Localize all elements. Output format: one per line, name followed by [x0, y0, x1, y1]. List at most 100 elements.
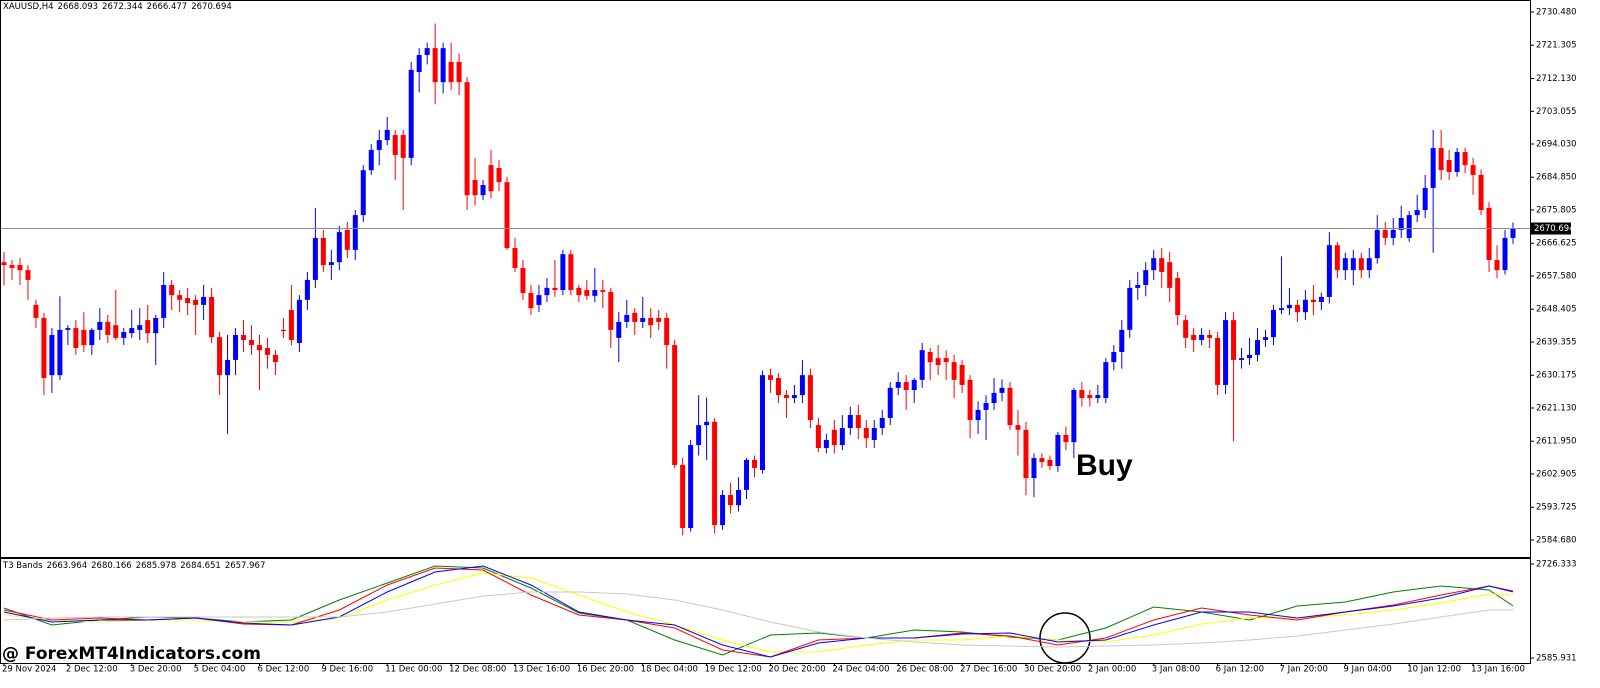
- candle-body: [1167, 262, 1173, 288]
- candle-body: [153, 317, 159, 334]
- candle-body: [1111, 351, 1117, 363]
- candle-body: [41, 317, 47, 379]
- candle-body: [759, 375, 765, 471]
- candle-body: [927, 351, 933, 363]
- header-value: 2670.694: [191, 2, 232, 12]
- y-tick-label: 2675.805: [1536, 206, 1577, 216]
- candle-body: [368, 149, 374, 171]
- candle-body: [1031, 458, 1037, 479]
- candle-body: [1247, 354, 1253, 359]
- candle-body: [272, 354, 278, 363]
- candle-body: [712, 421, 718, 526]
- candle-body: [1478, 174, 1484, 211]
- x-tick-label: 11 Dec 00:00: [385, 665, 442, 675]
- y-tick-label: 2621.130: [1536, 404, 1577, 414]
- candle-body: [520, 267, 526, 293]
- candle-body: [903, 382, 909, 391]
- candle-body: [640, 317, 646, 322]
- header-value: 2668.093: [58, 2, 99, 12]
- candle-body: [49, 334, 55, 376]
- candle-body: [161, 284, 167, 318]
- candle-body: [25, 270, 31, 280]
- candle-body: [1095, 395, 1101, 398]
- x-tick-label: 12 Dec 08:00: [449, 665, 506, 675]
- candle-body: [1286, 304, 1292, 309]
- candle-body: [959, 365, 965, 385]
- candle-body: [352, 215, 358, 250]
- x-tick-label: 3 Jan 08:00: [1152, 665, 1200, 675]
- candle-body: [879, 417, 885, 429]
- candle-body: [1, 262, 7, 266]
- y-tick-label: 2703.055: [1536, 107, 1577, 117]
- header-value: 2684.651: [180, 561, 221, 571]
- candle-body: [137, 325, 143, 330]
- y-tick-label: 2648.405: [1536, 305, 1577, 315]
- indicator-line: [3, 591, 1514, 648]
- candle-body: [65, 328, 71, 330]
- candle-body: [1255, 340, 1261, 355]
- x-tick-label: 26 Dec 08:00: [896, 665, 953, 675]
- candle-body: [704, 421, 710, 426]
- candle-body: [392, 135, 398, 155]
- candle-body: [1390, 229, 1396, 238]
- candle-body: [1103, 362, 1109, 398]
- pane-header: T3 Bands 2663.964 2680.166 2685.978 2684.651…: [2, 561, 265, 571]
- candle-body: [728, 495, 734, 506]
- candle-body: [672, 345, 678, 465]
- candle-body: [935, 358, 941, 366]
- candle-body: [464, 82, 470, 196]
- candle-body: [871, 428, 877, 440]
- candle-body: [1486, 207, 1492, 260]
- candle-body: [448, 61, 454, 83]
- candle-body: [1007, 387, 1013, 426]
- candle-body: [1135, 284, 1141, 288]
- x-tick-label: 13 Dec 16:00: [513, 665, 570, 675]
- candle-body: [264, 347, 270, 355]
- y-tick-label: 2712.130: [1536, 74, 1577, 84]
- candle-body: [1462, 152, 1468, 166]
- candle-body: [1358, 258, 1364, 271]
- candle-body: [1119, 329, 1125, 352]
- candle-body: [233, 334, 239, 360]
- candle-body: [1270, 309, 1276, 338]
- candle-body: [296, 299, 302, 343]
- candle-body: [1350, 258, 1356, 271]
- candle-body: [975, 409, 981, 421]
- candle-body: [1342, 258, 1348, 271]
- candle-body: [1366, 258, 1372, 271]
- x-tick-label: 19 Dec 12:00: [705, 665, 762, 675]
- y-tick-label: 2730.480: [1536, 8, 1577, 18]
- y-tick-label: 2593.725: [1536, 503, 1577, 513]
- candle-body: [536, 295, 542, 305]
- candle-body: [752, 459, 758, 468]
- x-tick-label: 18 Dec 04:00: [641, 665, 698, 675]
- candle-body: [225, 359, 231, 376]
- candle-body: [1398, 217, 1404, 230]
- candle-body: [177, 295, 183, 300]
- candle-body: [600, 290, 606, 292]
- candle-body: [1087, 395, 1093, 398]
- header-value: 2663.964: [47, 561, 88, 571]
- candle-body: [911, 379, 917, 391]
- candle-body: [1446, 160, 1452, 172]
- candle-body: [384, 129, 390, 141]
- candle-body: [1071, 390, 1077, 443]
- candle-body: [504, 182, 510, 249]
- indicator-pane: [0, 558, 1531, 664]
- candle-body: [847, 414, 853, 429]
- candle-body: [1470, 165, 1476, 175]
- candle-body: [1207, 334, 1213, 338]
- candle-body: [320, 237, 326, 266]
- candle-body: [121, 332, 127, 338]
- candle-body: [185, 298, 191, 304]
- candle-body: [145, 320, 151, 334]
- x-tick-label: 16 Dec 20:00: [577, 665, 634, 675]
- x-tick-label: 6 Jan 12:00: [1216, 665, 1264, 675]
- header-title: XAUUSD,H4: [3, 2, 54, 12]
- candle-body: [81, 329, 87, 346]
- candle-body: [1494, 259, 1500, 271]
- candle-body: [552, 287, 558, 291]
- candle-body: [648, 317, 654, 326]
- candle-body: [1430, 148, 1436, 188]
